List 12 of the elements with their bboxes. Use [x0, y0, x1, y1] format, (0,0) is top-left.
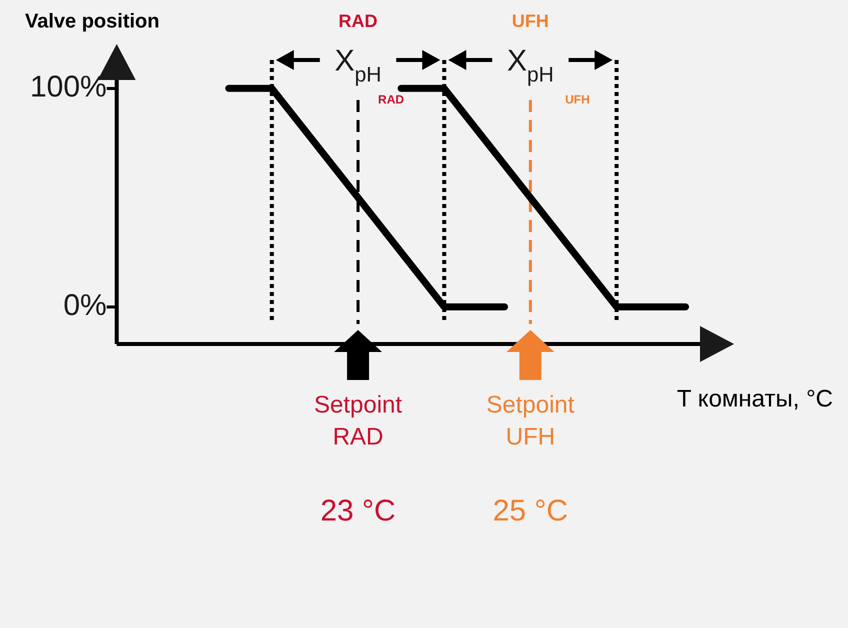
y-axis-title: Valve position	[25, 10, 160, 33]
annotation: RAD	[378, 92, 404, 106]
text: Setpoint RAD	[314, 392, 402, 451]
annotation: UFH	[565, 92, 590, 106]
y-tick-label: 0%	[63, 289, 107, 322]
text: Setpoint UFH	[486, 392, 575, 451]
text: RAD	[338, 10, 378, 31]
text: UFH	[512, 10, 549, 31]
y-tick-label: 100%	[30, 70, 107, 104]
x-tick-label: 25 °C	[492, 494, 568, 528]
x-tick-label: 23 °C	[320, 494, 396, 528]
x-axis-title: T комнаты, °C	[676, 386, 833, 413]
